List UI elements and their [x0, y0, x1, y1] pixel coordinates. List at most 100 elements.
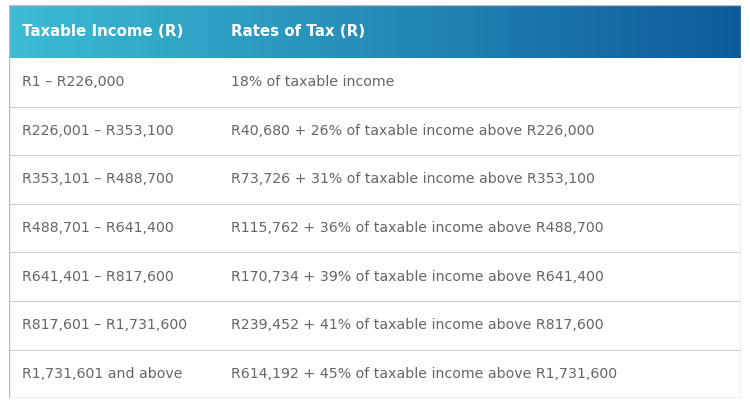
Bar: [70, 5, 74, 58]
Bar: [370, 5, 374, 58]
Bar: [514, 5, 517, 58]
Bar: [104, 5, 107, 58]
Bar: [60, 5, 64, 58]
Bar: [28, 5, 32, 58]
Bar: [316, 5, 320, 58]
Bar: [324, 5, 327, 58]
Bar: [365, 5, 368, 58]
Text: Rates of Tax (R): Rates of Tax (R): [231, 24, 365, 39]
Bar: [21, 5, 24, 58]
Bar: [443, 5, 446, 58]
Bar: [358, 5, 361, 58]
Bar: [163, 5, 166, 58]
Bar: [550, 5, 554, 58]
Bar: [287, 5, 290, 58]
Text: R1,731,601 and above: R1,731,601 and above: [22, 367, 183, 381]
Bar: [673, 5, 676, 58]
Bar: [546, 5, 549, 58]
Bar: [251, 5, 254, 58]
Bar: [38, 5, 41, 58]
Bar: [463, 5, 466, 58]
Bar: [622, 5, 625, 58]
Bar: [451, 5, 454, 58]
Bar: [209, 5, 212, 58]
Bar: [16, 5, 20, 58]
Bar: [519, 5, 522, 58]
Bar: [231, 5, 234, 58]
Bar: [304, 5, 307, 58]
Bar: [80, 5, 83, 58]
Bar: [272, 5, 276, 58]
Bar: [197, 5, 200, 58]
Bar: [706, 5, 710, 58]
Bar: [233, 5, 237, 58]
Bar: [192, 5, 195, 58]
Bar: [97, 5, 100, 58]
Bar: [722, 5, 724, 58]
Bar: [194, 5, 197, 58]
Bar: [260, 5, 263, 58]
Bar: [632, 5, 634, 58]
Bar: [297, 5, 300, 58]
Bar: [143, 5, 146, 58]
Bar: [106, 5, 109, 58]
Bar: [229, 5, 232, 58]
Bar: [328, 5, 332, 58]
Bar: [9, 155, 741, 204]
Bar: [702, 5, 705, 58]
Bar: [710, 5, 712, 58]
Text: R353,101 – R488,700: R353,101 – R488,700: [22, 172, 174, 187]
Bar: [172, 5, 176, 58]
Text: R115,762 + 36% of taxable income above R488,700: R115,762 + 36% of taxable income above R…: [231, 221, 604, 235]
Bar: [299, 5, 302, 58]
Bar: [424, 5, 427, 58]
Bar: [460, 5, 464, 58]
Bar: [568, 5, 571, 58]
Bar: [326, 5, 329, 58]
Bar: [626, 5, 629, 58]
Bar: [9, 252, 741, 301]
Bar: [200, 5, 202, 58]
Bar: [307, 5, 310, 58]
Bar: [375, 5, 378, 58]
Bar: [592, 5, 596, 58]
Bar: [238, 5, 242, 58]
Bar: [651, 5, 654, 58]
Text: R488,701 – R641,400: R488,701 – R641,400: [22, 221, 174, 235]
Bar: [92, 5, 95, 58]
Bar: [380, 5, 383, 58]
Bar: [595, 5, 598, 58]
Bar: [262, 5, 266, 58]
Bar: [507, 5, 510, 58]
Bar: [494, 5, 498, 58]
Text: 18% of taxable income: 18% of taxable income: [231, 75, 394, 89]
Bar: [346, 5, 349, 58]
Bar: [578, 5, 580, 58]
Bar: [426, 5, 430, 58]
Bar: [502, 5, 505, 58]
Bar: [256, 5, 259, 58]
Bar: [441, 5, 444, 58]
Bar: [488, 5, 490, 58]
Bar: [536, 5, 539, 58]
Bar: [392, 5, 395, 58]
Bar: [165, 5, 168, 58]
Bar: [724, 5, 727, 58]
Bar: [314, 5, 317, 58]
Bar: [404, 5, 407, 58]
Bar: [533, 5, 537, 58]
Bar: [685, 5, 688, 58]
Bar: [492, 5, 495, 58]
Bar: [453, 5, 456, 58]
Bar: [573, 5, 576, 58]
Bar: [585, 5, 588, 58]
Bar: [661, 5, 664, 58]
Bar: [34, 5, 37, 58]
Bar: [548, 5, 551, 58]
Bar: [719, 5, 722, 58]
Bar: [575, 5, 578, 58]
Bar: [482, 5, 485, 58]
Bar: [24, 5, 27, 58]
Text: R1 – R226,000: R1 – R226,000: [22, 75, 125, 89]
Bar: [207, 5, 210, 58]
